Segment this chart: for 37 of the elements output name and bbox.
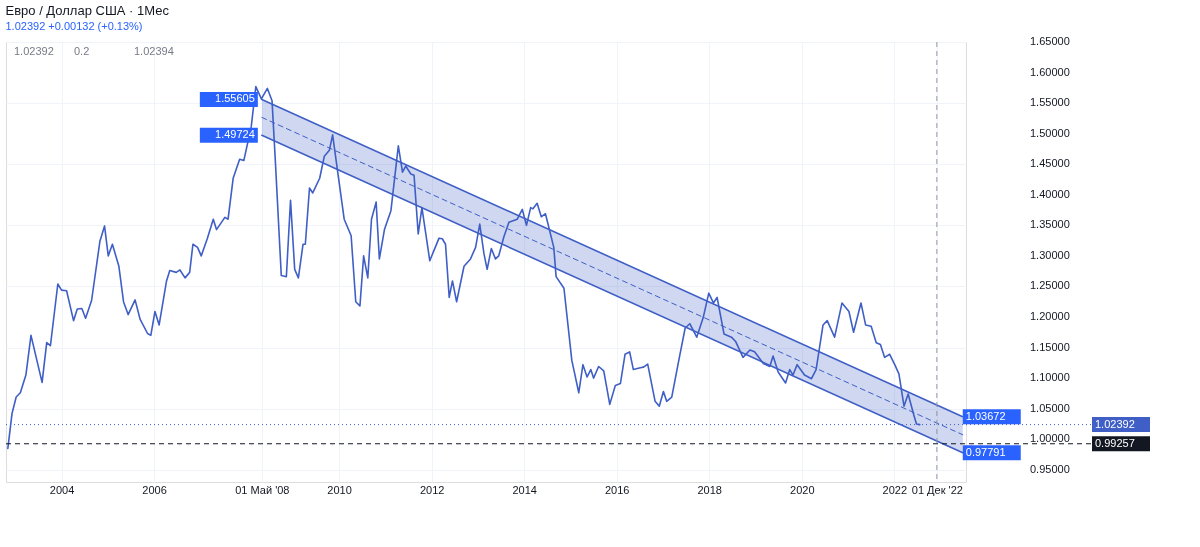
x-tick-label: 2014 [512, 483, 537, 496]
x-tick-label: 2022 [882, 483, 908, 496]
x-tick-label: 2012 [419, 483, 445, 496]
chart-title: Евро / Доллар США · 1Мес [5, 3, 170, 18]
x-tick-label: 2018 [697, 483, 722, 496]
y-tick-label: 1.00000 [1030, 432, 1070, 445]
y-tick-label: 1.55000 [1030, 96, 1070, 109]
y-tick-label: 1.15000 [1030, 340, 1070, 353]
ref-line-label: 0.99257 [1095, 436, 1135, 449]
x-tick-label: 2016 [604, 483, 630, 496]
data-label: 1.03672 [965, 409, 1006, 422]
y-tick-label: 1.10000 [1030, 371, 1070, 384]
y-tick-label: 0.95000 [1030, 462, 1070, 475]
annotation: 1.02392 [14, 45, 54, 57]
chart-subtitle: 1.02392 +0.00132 (+0.13%) [5, 20, 143, 32]
y-tick-label: 1.25000 [1030, 279, 1070, 292]
annotation: 1.02394 [134, 45, 174, 57]
annotation: 0.2 [74, 45, 90, 57]
x-tick-label: 2020 [790, 483, 815, 496]
y-tick-label: 1.65000 [1030, 35, 1070, 47]
y-tick-label: 1.30000 [1030, 248, 1070, 261]
x-tick-label: 2006 [142, 483, 167, 496]
y-tick-label: 1.60000 [1030, 65, 1070, 78]
data-label: 1.55605 [215, 92, 255, 105]
ref-line-label: 1.02392 [1095, 417, 1135, 430]
y-tick-label: 1.40000 [1030, 187, 1070, 200]
y-tick-label: 1.45000 [1030, 157, 1070, 170]
y-tick-label: 1.50000 [1030, 126, 1070, 139]
y-tick-label: 1.20000 [1030, 310, 1070, 322]
x-tick-label: 01 Дек '22 [911, 483, 963, 496]
x-tick-label: 2004 [49, 483, 75, 496]
y-tick-label: 1.35000 [1030, 218, 1070, 231]
x-tick-label: 2010 [327, 483, 352, 496]
data-label: 0.97791 [965, 445, 1006, 458]
x-tick-label: 01 Май '08 [235, 483, 290, 496]
data-label: 1.49724 [215, 128, 255, 141]
y-tick-label: 1.05000 [1030, 401, 1070, 414]
